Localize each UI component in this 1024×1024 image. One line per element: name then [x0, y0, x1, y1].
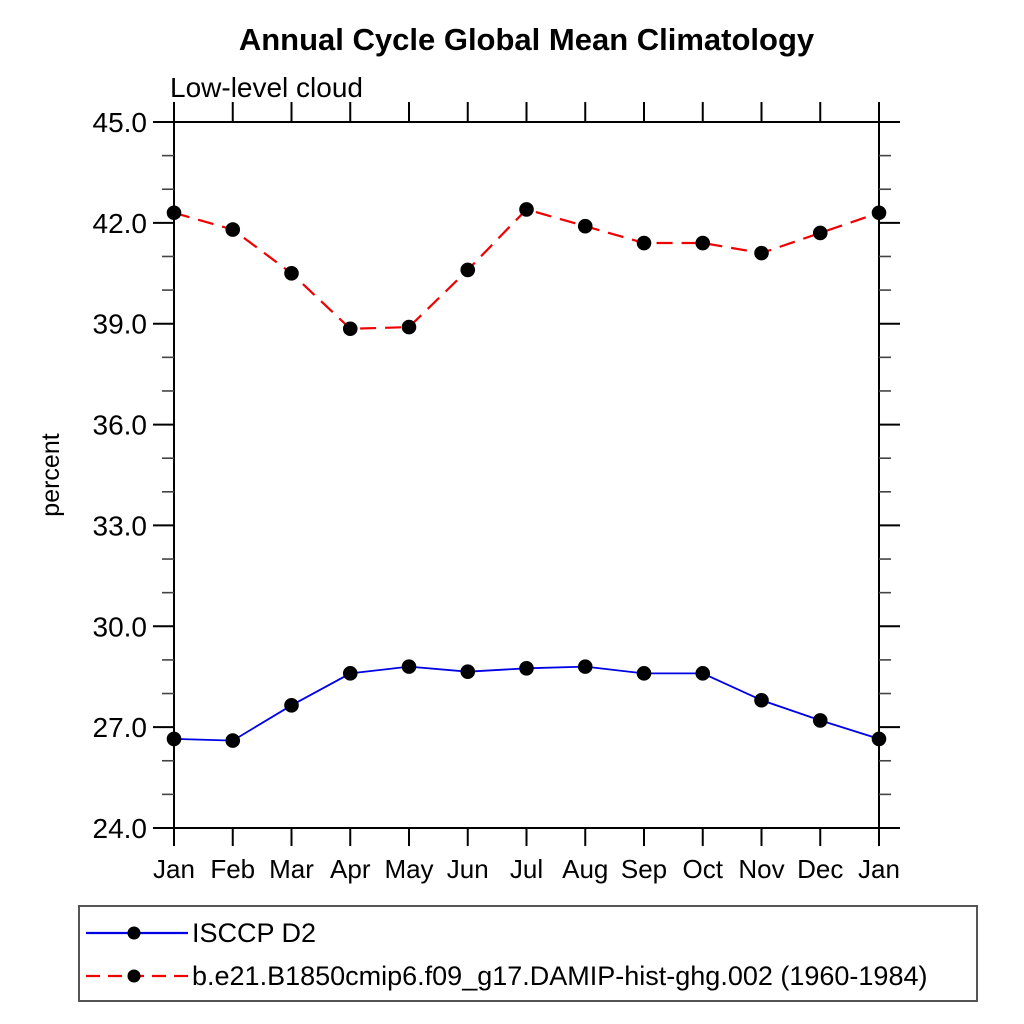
data-point-series-0 [871, 731, 887, 747]
data-point-series-1 [519, 202, 534, 217]
x-tick-label: Aug [562, 854, 608, 884]
legend-label-model-run: b.e21.B1850cmip6.f09_g17.DAMIP-hist-ghg.… [192, 960, 928, 991]
y-tick-label: 30.0 [93, 611, 148, 642]
legend-item-model-run: b.e21.B1850cmip6.f09_g17.DAMIP-hist-ghg.… [84, 956, 927, 996]
legend: ISCCP D2 b.e21.B1850cmip6.f09_g17.DAMIP-… [78, 905, 978, 1002]
legend-label-isccp-d2: ISCCP D2 [192, 917, 317, 948]
x-tick-label: Sep [621, 854, 667, 884]
data-point-series-1 [636, 235, 652, 251]
legend-item-isccp-d2: ISCCP D2 [84, 913, 316, 953]
legend-line-sample-dashed [86, 969, 188, 983]
series-line-1 [173, 208, 880, 330]
data-point-series-0 [342, 666, 358, 681]
legend-marker-dot [127, 969, 141, 983]
data-point-series-1 [812, 225, 828, 241]
data-point-series-1 [577, 218, 593, 234]
page-title: Annual Cycle Global Mean Climatology [238, 22, 815, 57]
x-tick-label: Mar [269, 854, 314, 884]
data-point-series-1 [754, 245, 769, 261]
data-point-series-0 [519, 661, 534, 676]
data-point-series-1 [225, 222, 241, 237]
x-tick-label: Jan [858, 854, 900, 884]
data-point-series-0 [636, 666, 652, 681]
y-tick-label: 45.0 [93, 107, 148, 138]
data-point-series-1 [166, 205, 182, 221]
data-point-series-1 [460, 262, 476, 278]
x-tick-label: Oct [683, 854, 724, 884]
series-line-0 [173, 665, 880, 742]
x-tick-label: Dec [797, 854, 843, 884]
data-point-series-0 [284, 697, 299, 713]
data-point-series-1 [284, 265, 299, 281]
data-point-series-0 [695, 666, 711, 681]
data-point-series-0 [401, 659, 417, 674]
y-tick-label: 27.0 [93, 712, 148, 743]
x-tick-label: Nov [738, 854, 784, 884]
data-point-series-1 [401, 319, 417, 335]
data-point-series-1 [871, 205, 887, 221]
data-point-series-1 [695, 235, 711, 251]
data-point-series-0 [225, 733, 241, 748]
x-tick-label: May [384, 854, 433, 884]
x-tick-label: Jan [153, 854, 195, 884]
legend-line-sample-solid [86, 926, 188, 940]
data-point-series-0 [166, 731, 182, 747]
x-tick-label: Jul [510, 854, 543, 884]
x-tick-label: Apr [330, 854, 371, 884]
x-tick-label: Feb [210, 854, 255, 884]
data-point-series-0 [460, 664, 476, 679]
y-tick-label: 36.0 [93, 410, 148, 441]
data-point-series-0 [812, 713, 828, 728]
data-point-series-0 [754, 692, 769, 708]
legend-marker-dot [127, 926, 141, 940]
data-point-series-1 [342, 321, 358, 337]
x-tick-label: Jun [447, 854, 489, 884]
y-tick-label: 24.0 [93, 813, 148, 844]
y-tick-label: 39.0 [93, 309, 148, 340]
chart-subtitle: Low-level cloud [170, 72, 363, 103]
data-point-series-0 [577, 659, 593, 674]
y-tick-label: 33.0 [93, 510, 148, 541]
plot-border [173, 121, 880, 829]
y-tick-label: 42.0 [93, 208, 148, 239]
